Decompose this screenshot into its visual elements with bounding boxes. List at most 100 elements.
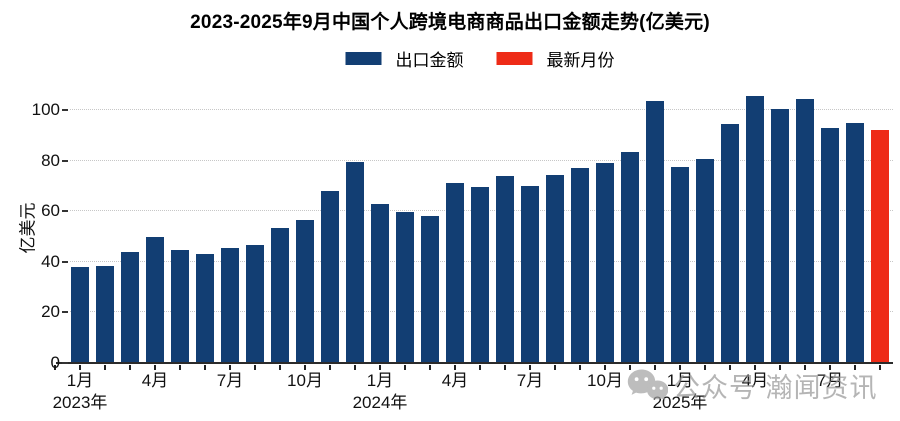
x-tick-mark [204,365,206,370]
x-tick-mark [854,365,856,370]
watermark: 公众号 瀚闻资讯 [627,366,878,405]
bar [221,247,239,363]
x-tick-mark [704,365,706,370]
y-tick-mark [62,109,68,111]
x-tick-mark [804,365,806,370]
bar [321,190,339,363]
x-tick-mark [329,365,331,370]
bar [446,183,464,363]
bar [421,216,439,363]
x-tick-label: 1月 [366,371,394,390]
x-tick-mark [404,365,406,370]
x-year-label: 2025年 [652,393,708,412]
x-tick-mark [254,365,256,370]
bar [121,251,139,363]
x-tick-mark [154,365,156,370]
bar [71,266,89,363]
y-tick-label: 0 [50,353,60,372]
x-tick-label: 7月 [816,371,844,390]
bar [646,101,664,363]
y-tick-label: 80 [41,150,60,170]
y-tick-mark [62,362,68,364]
legend-label-export: 出口金额 [395,51,464,70]
bar [496,175,514,363]
bar [196,254,214,363]
x-tick-mark [754,365,756,370]
y-tick-label: 20 [41,302,60,322]
x-tick-mark [604,365,606,370]
x-year-label: 2024年 [352,393,408,412]
bar [471,187,489,363]
bar [796,98,814,363]
x-tick-label: 7月 [516,371,544,390]
x-year-label: 2023年 [52,393,108,412]
y-tick-label: 40 [41,251,60,271]
y-tick-mark [62,210,68,213]
x-tick-mark [379,365,381,370]
x-tick-mark [454,365,456,370]
x-tick-mark [504,365,506,370]
x-tick-label: 4月 [741,371,769,390]
bar [521,185,539,363]
bar [346,161,364,363]
wechat-icon [627,369,668,400]
legend-item-export: 出口金额 [345,46,464,71]
bar [296,220,314,363]
bar [146,236,164,363]
bar-latest-month [871,130,889,363]
bar [696,159,714,363]
x-tick-label: 10月 [587,371,623,390]
bar [821,127,839,363]
x-tick-mark [829,365,831,370]
bar [396,212,414,363]
watermark-text: 公众号 瀚闻资讯 [673,373,878,403]
bar [621,151,639,363]
x-tick-mark [304,365,306,370]
x-axis-line [56,362,893,364]
x-tick-mark [229,365,231,370]
x-tick-mark [279,365,281,370]
legend-label-latest: 最新月份 [546,51,615,70]
x-tick-mark [354,365,356,370]
x-tick-mark [879,365,881,370]
x-tick-mark [104,365,106,370]
bar [671,166,689,363]
x-tick-mark [629,365,631,370]
x-tick-mark [479,365,481,370]
y-tick-label: 60 [41,201,60,221]
x-tick-mark [579,365,581,370]
y-tick-mark [62,311,68,314]
x-tick-label: 1月 [666,371,694,390]
bar [746,96,764,363]
bar [371,203,389,363]
x-tick-mark [729,365,731,370]
x-tick-label: 4月 [441,371,469,390]
gridline [70,109,893,110]
x-tick-mark [179,365,181,370]
x-tick-mark [79,365,81,370]
y-axis-title: 亿美元 [18,202,38,254]
bar [571,168,589,363]
chart-title: 2023-2025年9月中国个人跨境电商商品出口金额走势(亿美元) [190,12,710,33]
bar [271,227,289,363]
x-tick-mark [679,365,681,370]
bar [246,245,264,363]
x-tick-label: 10月 [287,371,323,390]
bar [171,250,189,363]
gridline [70,159,893,161]
legend-swatch-latest [496,52,533,65]
x-tick-mark [429,365,431,370]
x-tick-mark [654,365,656,370]
legend-swatch-export [345,52,382,65]
x-tick-mark [129,365,131,370]
legend-item-latest: 最新月份 [496,46,615,71]
bar [771,108,789,363]
x-tick-mark [529,365,531,370]
x-tick-label: 4月 [141,371,169,390]
bar [846,122,864,363]
bar [96,265,114,363]
x-tick-mark [54,365,56,370]
y-tick-label: 100 [31,100,60,119]
